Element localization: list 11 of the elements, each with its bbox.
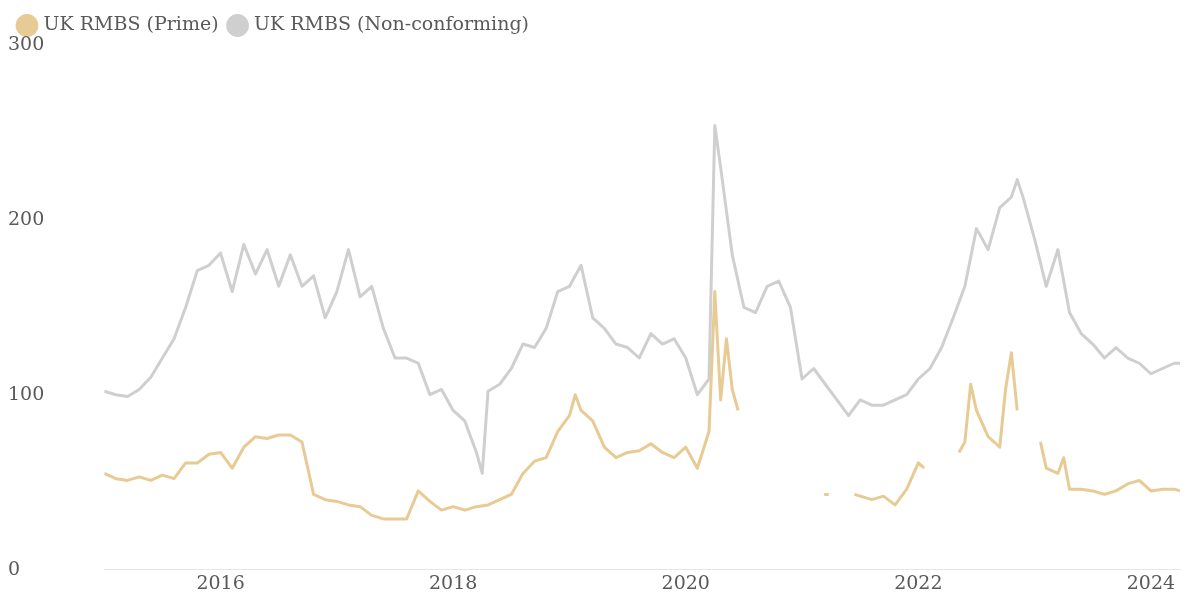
y-tick-label: 300 <box>8 31 45 54</box>
x-tick-label: 2016 <box>196 570 245 593</box>
x-tick-label: 2018 <box>428 570 478 593</box>
x-tick-label: 2024 <box>1126 570 1176 593</box>
legend-label: UK RMBS (Prime) <box>43 12 219 35</box>
y-tick-label: 100 <box>8 381 45 404</box>
x-tick-label: 2020 <box>661 570 710 593</box>
legend-label: UK RMBS (Non-conforming) <box>254 12 529 35</box>
y-tick-label: 0 <box>8 556 21 579</box>
x-tick-label: 2022 <box>894 570 943 593</box>
y-tick-label: 200 <box>8 206 45 229</box>
